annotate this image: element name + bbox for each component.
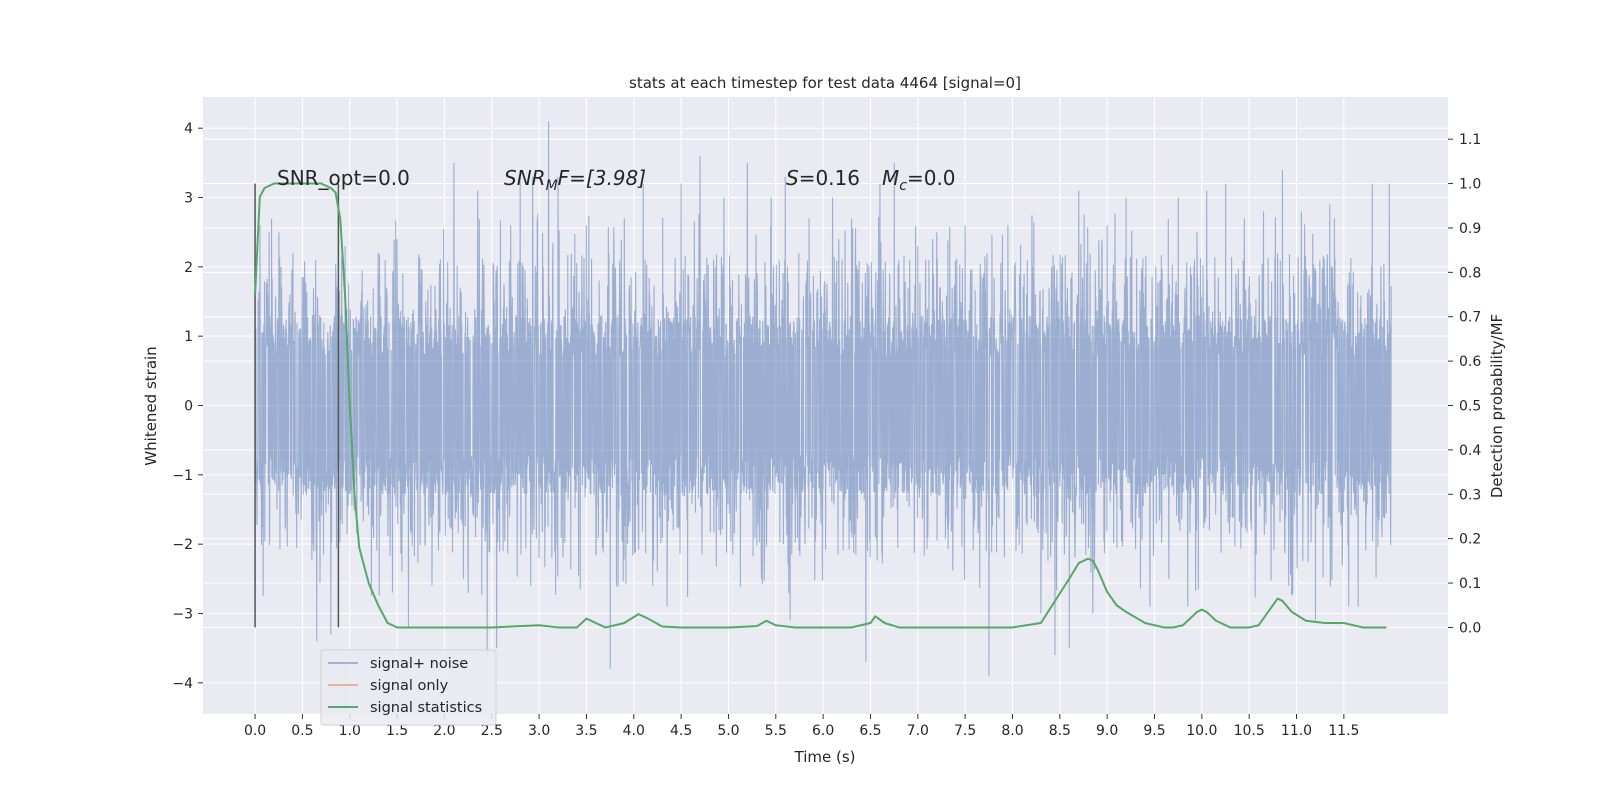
y-tick-label: −4 [172, 676, 193, 692]
x-axis-ticks: 0.0 0.5 1.0 1.5 2.0 2.5 3.0 3.5 4.0 4.5 5.0 5.5 6.0 6… [244, 714, 1359, 739]
x-tick-label: 10.0 [1186, 723, 1217, 739]
y2-tick-label: 0.0 [1459, 620, 1481, 636]
x-tick-label: 9.0 [1096, 723, 1118, 739]
y-tick-label: 2 [184, 260, 193, 276]
x-tick-label: 4.0 [623, 723, 645, 739]
x-tick-label: 11.5 [1328, 723, 1359, 739]
y-axis-ticks: 4 3 2 1 0 −1 −2 −3 −4 [172, 121, 203, 692]
mc-symbol: M [882, 166, 899, 190]
annotation-mc: Mc=0.0 [882, 166, 956, 194]
y-tick-label: −3 [172, 606, 193, 622]
x-tick-label: 5.5 [765, 723, 787, 739]
x-tick-label: 6.5 [859, 723, 881, 739]
y-tick-label: 4 [184, 121, 193, 137]
x-tick-label: 7.0 [907, 723, 929, 739]
y2-axis-label: Detection probability/MF [1488, 314, 1506, 498]
annotation-snr-mf: SNRMF=[3.98] [504, 166, 646, 194]
y-axis-label: Whitened strain [142, 346, 160, 465]
y2-tick-label: 0.6 [1459, 354, 1481, 370]
mc-subscript: c [899, 178, 907, 194]
x-tick-label: 0.0 [244, 723, 266, 739]
s-symbol: S [786, 166, 799, 190]
y2-tick-label: 0.3 [1459, 487, 1481, 503]
y2-tick-label: 0.9 [1459, 221, 1481, 237]
legend-label-signal-statistics: signal statistics [370, 700, 482, 716]
snr-mf-symbol: SNR [504, 166, 546, 190]
y2-tick-label: 0.5 [1459, 399, 1481, 415]
x-tick-label: 8.5 [1049, 723, 1071, 739]
x-tick-label: 5.0 [717, 723, 739, 739]
signal-noise-line [254, 121, 1392, 676]
y2-tick-label: 0.7 [1459, 310, 1481, 326]
y-tick-label: 1 [184, 329, 193, 345]
y2-tick-label: 1.0 [1459, 177, 1481, 193]
legend-label-signal-only: signal only [370, 678, 449, 694]
vertical-lines [254, 183, 340, 628]
x-tick-label: 3.0 [528, 723, 550, 739]
x-axis-label: Time (s) [794, 748, 856, 766]
x-tick-label: 1.5 [386, 723, 408, 739]
x-tick-label: 7.5 [954, 723, 976, 739]
y2-tick-label: 0.8 [1459, 265, 1481, 281]
x-tick-label: 11.0 [1281, 723, 1312, 739]
legend-label-signal-noise: signal+ noise [370, 656, 468, 672]
legend: signal+ noise signal only signal statist… [320, 649, 497, 726]
y2-tick-label: 0.4 [1459, 443, 1481, 459]
y-tick-label: 3 [184, 191, 193, 207]
x-tick-label: 0.5 [291, 723, 313, 739]
s-value: =0.16 [799, 166, 860, 190]
x-tick-label: 10.5 [1234, 723, 1265, 739]
y-tick-label: −2 [172, 537, 193, 553]
annotation-s: S=0.16 [786, 166, 860, 190]
signal-noise-series [254, 121, 1392, 676]
snr-mf-subscript: M [546, 178, 558, 194]
x-tick-label: 9.5 [1143, 723, 1165, 739]
signal-statistics-series [254, 182, 1387, 629]
x-tick-label: 4.5 [670, 723, 692, 739]
x-tick-label: 2.0 [433, 723, 455, 739]
y2-tick-label: 0.2 [1459, 532, 1481, 548]
signal-statistics-line [254, 182, 1387, 629]
chart-title: stats at each timestep for test data 446… [629, 74, 1021, 92]
y2-tick-label: 1.1 [1459, 132, 1481, 148]
snr-mf-rest: F=[3.98] [558, 166, 646, 190]
x-tick-label: 1.0 [339, 723, 361, 739]
x-tick-label: 8.0 [1001, 723, 1023, 739]
y2-axis-ticks: 1.1 1.0 0.9 0.8 0.7 0.6 0.5 0.4 0.3 0.2 0.1 0.0 [1448, 132, 1481, 636]
y-tick-label: 0 [184, 399, 193, 415]
legend-box [320, 649, 497, 726]
y2-tick-label: 0.1 [1459, 576, 1481, 592]
mc-value: =0.0 [907, 166, 956, 190]
y-tick-label: −1 [172, 468, 193, 484]
x-tick-label: 6.0 [812, 723, 834, 739]
annotation-snr-opt: SNR_opt=0.0 [277, 166, 410, 190]
x-tick-label: 2.5 [481, 723, 503, 739]
x-tick-label: 3.5 [575, 723, 597, 739]
